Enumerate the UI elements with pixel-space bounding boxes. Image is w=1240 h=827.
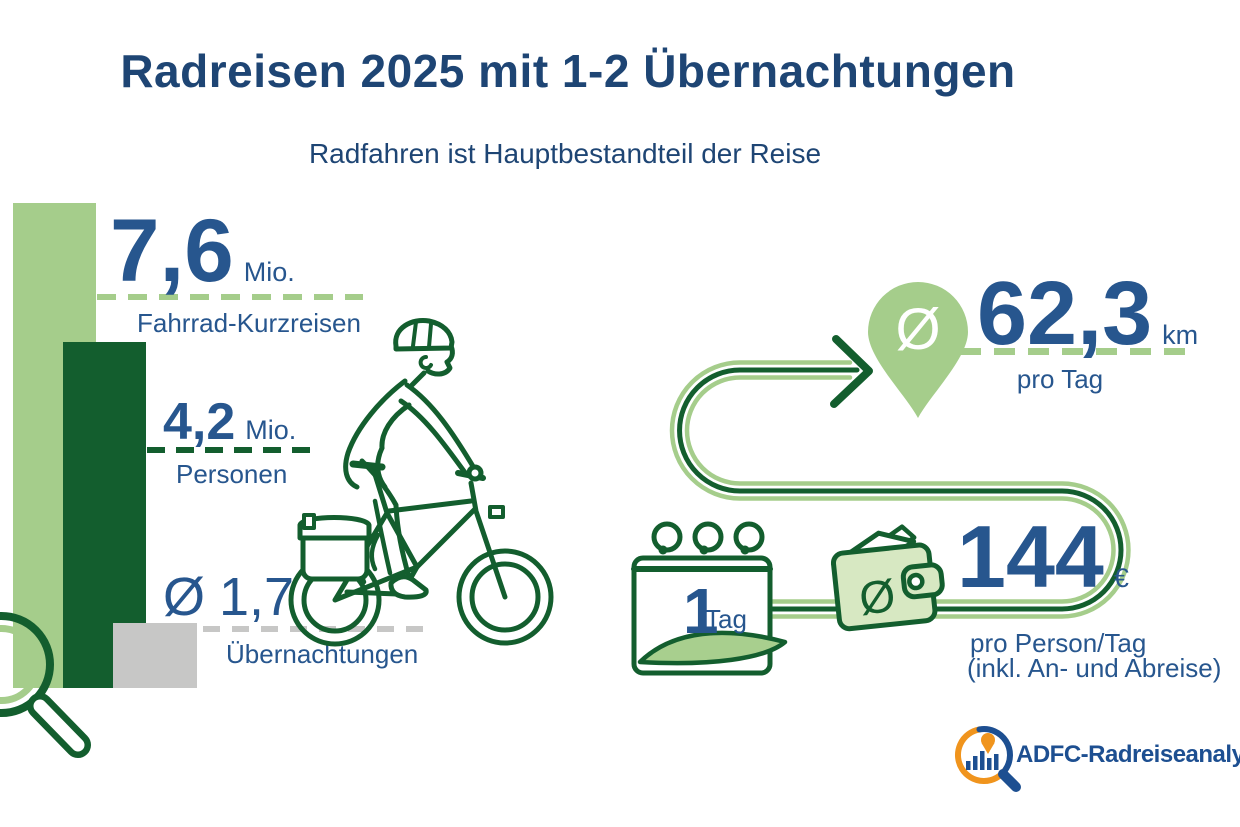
stat-kosten: 144 € (957, 513, 1129, 601)
adfc-logo-magnifier-icon (954, 726, 1021, 792)
logo-ring-orange (954, 726, 1009, 785)
magnifier-handle-inner (33, 699, 85, 752)
pin-average-symbol: Ø (895, 297, 940, 362)
cyclist-illustration (288, 317, 554, 647)
route-arrow-icon (830, 335, 873, 408)
logo-pin-icon (981, 733, 995, 754)
wallet-icon: Ø (830, 524, 945, 632)
dash-line-uebernachtungen (203, 626, 429, 632)
front-wheel-inner (469, 561, 541, 633)
map-pin-icon (868, 282, 968, 418)
stat-uebernachtungen-value: 1,7 (219, 567, 295, 627)
logo-handle (998, 769, 1021, 792)
stat-dauer-value: 1 (683, 575, 719, 647)
calendar-ring (651, 521, 683, 553)
calendar-ring-dot (658, 545, 668, 555)
helmet-vents (411, 320, 433, 349)
logo-ring-blue (976, 726, 1013, 773)
logo-bar-chart (966, 751, 999, 770)
stat-kurzreisen: 7,6 Mio. (110, 206, 295, 295)
route-center-line (677, 367, 1124, 612)
stat-personen-value: 4,2 (163, 393, 236, 451)
shoe (388, 574, 429, 600)
page-title: Radreisen 2025 mit 1-2 Übernachtungen (120, 45, 1016, 97)
stat-personen: 4,2 Mio. (163, 396, 296, 448)
stat-kurzreisen-unit: Mio. (243, 257, 295, 287)
calendar-page-curl (637, 630, 788, 666)
magnifying-glass-icon (0, 612, 91, 758)
headlight (488, 505, 505, 519)
stat-dauer-unit: Tag (705, 604, 747, 634)
stat-distanz: 62,3 km (977, 269, 1198, 359)
magnifier-ring (0, 612, 54, 717)
helmet (393, 317, 455, 352)
magnifier-lens (0, 625, 41, 704)
stat-distanz-unit: km (1162, 320, 1199, 350)
stat-kurzreisen-label: Fahrrad-Kurzreisen (137, 308, 361, 338)
stat-uebernachtungen: Ø 1,7 (163, 570, 294, 624)
average-symbol: Ø (163, 567, 206, 627)
motion-line (369, 532, 381, 572)
stat-kurzreisen-value: 7,6 (110, 200, 234, 300)
stat-distanz-label: pro Tag (1016, 364, 1104, 394)
pannier-bag (297, 513, 372, 582)
hand (466, 464, 484, 482)
stat-distanz-value: 62,3 (977, 264, 1153, 364)
face (425, 343, 455, 377)
page-subtitle: Radfahren ist Hauptbestandteil der Reise (308, 138, 822, 169)
dash-line-personen (147, 447, 318, 453)
logo-wordmark: ADFC-Radreiseanalyse (1016, 741, 1240, 768)
wallet-average-symbol: Ø (857, 569, 898, 624)
wallet-snap-button (907, 572, 925, 591)
ear (418, 355, 433, 370)
calendar-icon: 1 Tag (631, 521, 788, 676)
dash-line-kurzreisen (97, 294, 363, 300)
far-pedal-line (344, 589, 400, 597)
stat-kosten-unit: € (1113, 563, 1129, 593)
calendar-ring (692, 521, 724, 553)
calendar-ring (733, 521, 765, 553)
route-edge-line (669, 360, 1116, 604)
stat-personen-unit: Mio. (245, 415, 297, 445)
stat-kosten-label1: pro Person/Tag (970, 628, 1147, 658)
stat-kosten-label2: (inkl. An- und Abreise) (967, 653, 1222, 683)
calendar-ring-dot (699, 545, 709, 555)
stat-kosten-value: 144 (957, 507, 1104, 606)
stat-personen-label: Personen (176, 459, 288, 489)
front-wheel (456, 548, 554, 646)
route-edge-line (684, 375, 1131, 619)
rider (343, 317, 484, 600)
neck (409, 370, 427, 388)
dash-line-distanz (960, 348, 1192, 355)
bar-uebernachtungen (113, 623, 197, 688)
calendar-ring-dot (740, 545, 750, 555)
